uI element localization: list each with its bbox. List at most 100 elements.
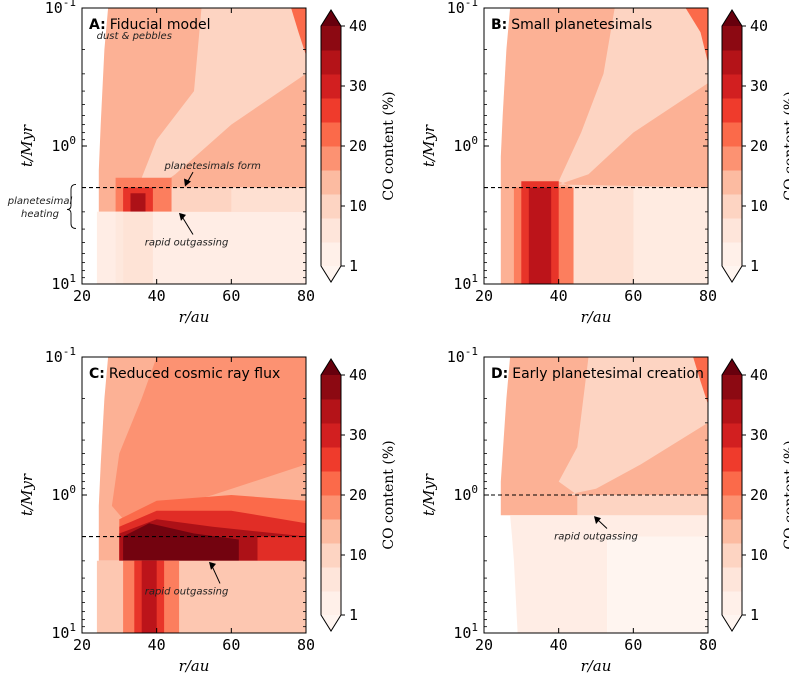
contour-region-9 <box>123 211 153 284</box>
colorbar-tick-label: 20 <box>750 486 768 504</box>
x-axis-label: r/au <box>179 308 210 326</box>
colorbar-segment <box>321 375 341 400</box>
colorbar-segment <box>722 98 742 123</box>
region-layer <box>96 8 306 284</box>
contour-region-7 <box>171 187 232 212</box>
colorbar-segment <box>321 218 341 243</box>
annotation-label: dust & pebbles <box>97 31 172 42</box>
y-tick-exponent: 0 <box>471 483 478 496</box>
contour-region-5 <box>130 193 146 212</box>
x-tick-label: 60 <box>624 287 642 305</box>
colorbar-extend-top <box>321 10 341 26</box>
colorbar-segment <box>722 218 742 243</box>
colorbar: 1 10 20 30 40 CO content (%) <box>721 9 789 283</box>
annotation-label: planetesimal <box>7 196 73 207</box>
annotation-arrowhead <box>179 212 186 221</box>
colorbar-segment <box>321 495 341 520</box>
y-tick-label: 101 <box>51 621 76 642</box>
y-axis-label: t/Myr <box>18 124 36 167</box>
colorbar-tick-label: 1 <box>349 257 358 275</box>
y-tick-exponent: 0 <box>471 134 478 147</box>
y-tick-label: 100 <box>453 134 478 155</box>
heating-brace <box>66 184 77 229</box>
colorbar-segment <box>722 122 742 147</box>
x-tick-label: 80 <box>297 636 315 654</box>
x-tick-label: 40 <box>148 636 166 654</box>
colorbar-segment <box>722 423 742 448</box>
colorbar-segment <box>321 242 341 267</box>
colorbar-segment <box>722 495 742 520</box>
contour-region-1 <box>141 8 306 212</box>
colorbar: 1 10 20 30 40 CO content (%) <box>320 9 397 283</box>
y-tick-label: 100 <box>51 134 76 155</box>
y-tick-label: 100 <box>51 483 76 504</box>
annotation-arrowhead <box>594 516 601 525</box>
colorbar-tick-label: 1 <box>349 606 358 624</box>
contour-region-10 <box>115 211 124 284</box>
x-tick-label: 40 <box>550 287 568 305</box>
colorbar-tick-label: 40 <box>750 366 768 384</box>
y-tick-base: 10 <box>453 486 471 504</box>
colorbar-extend-bottom <box>321 266 341 282</box>
colorbar-tick-label: 20 <box>349 486 367 504</box>
colorbar-tick-label: 1 <box>750 606 759 624</box>
y-tick-exponent: 0 <box>69 134 76 147</box>
panel-name: Small planetesimals <box>511 17 652 33</box>
y-tick-exponent: 1 <box>69 272 76 285</box>
colorbar-tick-label: 10 <box>750 197 768 215</box>
colorbar-tick-label: 30 <box>349 426 367 444</box>
colorbar: 1 10 20 30 40 CO content (%) <box>721 358 789 632</box>
region-layer <box>500 357 708 633</box>
colorbar-segment <box>321 74 341 99</box>
panel-name: Fiducial model <box>110 17 211 33</box>
colorbar-segment <box>722 242 742 267</box>
colorbar-segment <box>321 50 341 75</box>
colorbar-segment <box>321 543 341 568</box>
y-tick-exponent: -1 <box>63 345 76 358</box>
contour-region-6 <box>257 536 306 561</box>
y-tick-base: 10 <box>447 348 465 366</box>
y-tick-base: 10 <box>453 137 471 155</box>
annotation-label: heating <box>21 209 59 220</box>
colorbar-segment <box>321 447 341 472</box>
colorbar-segment <box>321 471 341 496</box>
x-tick-label: 60 <box>222 636 240 654</box>
colorbar-segment <box>321 423 341 448</box>
panel-letter: C: <box>89 366 105 382</box>
colorbar-segment <box>722 194 742 219</box>
colorbar-segment <box>722 74 742 99</box>
y-tick-exponent: -1 <box>465 345 478 358</box>
colorbar-tick-label: 20 <box>349 137 367 155</box>
annotation-label: rapid outgassing <box>554 532 638 543</box>
y-axis-label: t/Myr <box>420 124 438 167</box>
x-axis-label: r/au <box>581 657 612 675</box>
colorbar-segment <box>722 170 742 195</box>
x-tick-label: 20 <box>73 287 91 305</box>
colorbar-segment <box>722 543 742 568</box>
annotation-label: rapid outgassing <box>145 237 229 248</box>
colorbar-segment <box>722 146 742 171</box>
annotation-arrowhead <box>184 178 191 187</box>
colorbar-segment <box>321 519 341 544</box>
contour-region-5 <box>123 523 239 561</box>
contour-region-6 <box>528 187 552 284</box>
colorbar-tick-label: 10 <box>349 197 367 215</box>
x-tick-label: 80 <box>297 287 315 305</box>
panel-name: Reduced cosmic ray flux <box>109 366 280 382</box>
contour-region-7 <box>573 187 634 284</box>
region-layer <box>96 357 306 633</box>
colorbar-label: CO content (%) <box>381 91 397 200</box>
y-tick-base: 10 <box>51 275 69 293</box>
y-tick-base: 10 <box>45 348 63 366</box>
panel-title: D: Early planetesimal creation <box>491 366 704 382</box>
panel-letter: D: <box>491 366 508 382</box>
panel-letter: B: <box>491 17 507 33</box>
y-tick-exponent: 0 <box>69 483 76 496</box>
colorbar-segment <box>722 375 742 400</box>
contour-region-4 <box>607 536 708 633</box>
colorbar-segment <box>722 26 742 51</box>
colorbar-segment <box>722 447 742 472</box>
colorbar-segment <box>321 591 341 616</box>
